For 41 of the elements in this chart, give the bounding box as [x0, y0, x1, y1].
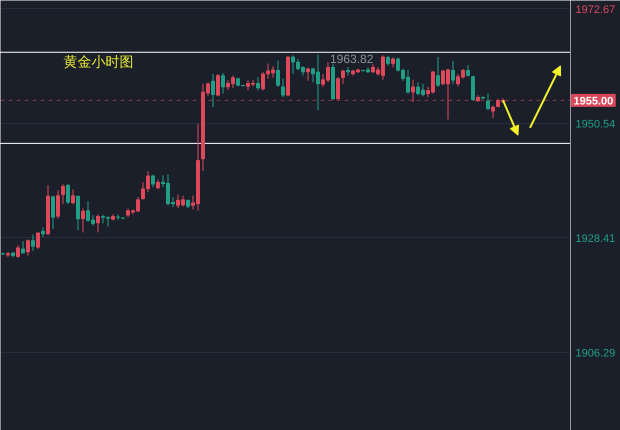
candlestick	[21, 240, 25, 254]
y-tick-label: 1950.54	[576, 118, 616, 130]
candlestick	[491, 105, 495, 118]
candlestick	[306, 67, 310, 82]
candlestick	[391, 56, 395, 68]
candlestick	[466, 64, 470, 78]
y-tick-label: 1928.41	[576, 232, 616, 245]
candlestick	[156, 179, 160, 190]
candlestick	[276, 60, 280, 88]
candlestick	[61, 184, 65, 204]
candlestick	[211, 73, 215, 108]
candlestick	[26, 239, 30, 256]
candlestick	[256, 76, 260, 92]
candlestick	[436, 56, 440, 88]
y-tick-label: 1906.29	[576, 347, 616, 360]
candlestick	[486, 92, 490, 111]
candlestick	[51, 195, 55, 230]
candlestick	[36, 232, 40, 250]
candlestick	[96, 214, 100, 233]
candlestick	[336, 76, 340, 100]
candlestick	[281, 78, 285, 98]
annotation: 1963.82	[330, 52, 374, 66]
candlestick	[451, 60, 455, 85]
candlestick	[81, 208, 85, 233]
candlestick	[151, 174, 155, 188]
candlestick	[341, 69, 345, 84]
candlestick	[471, 75, 475, 101]
candlestick	[411, 79, 415, 102]
text: 黄金小时图	[64, 54, 134, 70]
ref-line-label: 1955.00	[574, 95, 614, 108]
candlestick	[71, 188, 75, 205]
candlestick	[76, 195, 80, 231]
candlestick	[41, 227, 45, 238]
candlestick	[16, 244, 20, 258]
y-tick-label: 1972.67	[576, 4, 616, 16]
candlestick	[216, 73, 220, 97]
candlestick	[221, 72, 225, 94]
candlestick	[31, 234, 35, 252]
candlestick	[386, 55, 390, 66]
candlestick	[66, 184, 70, 204]
candlestick	[56, 190, 60, 220]
